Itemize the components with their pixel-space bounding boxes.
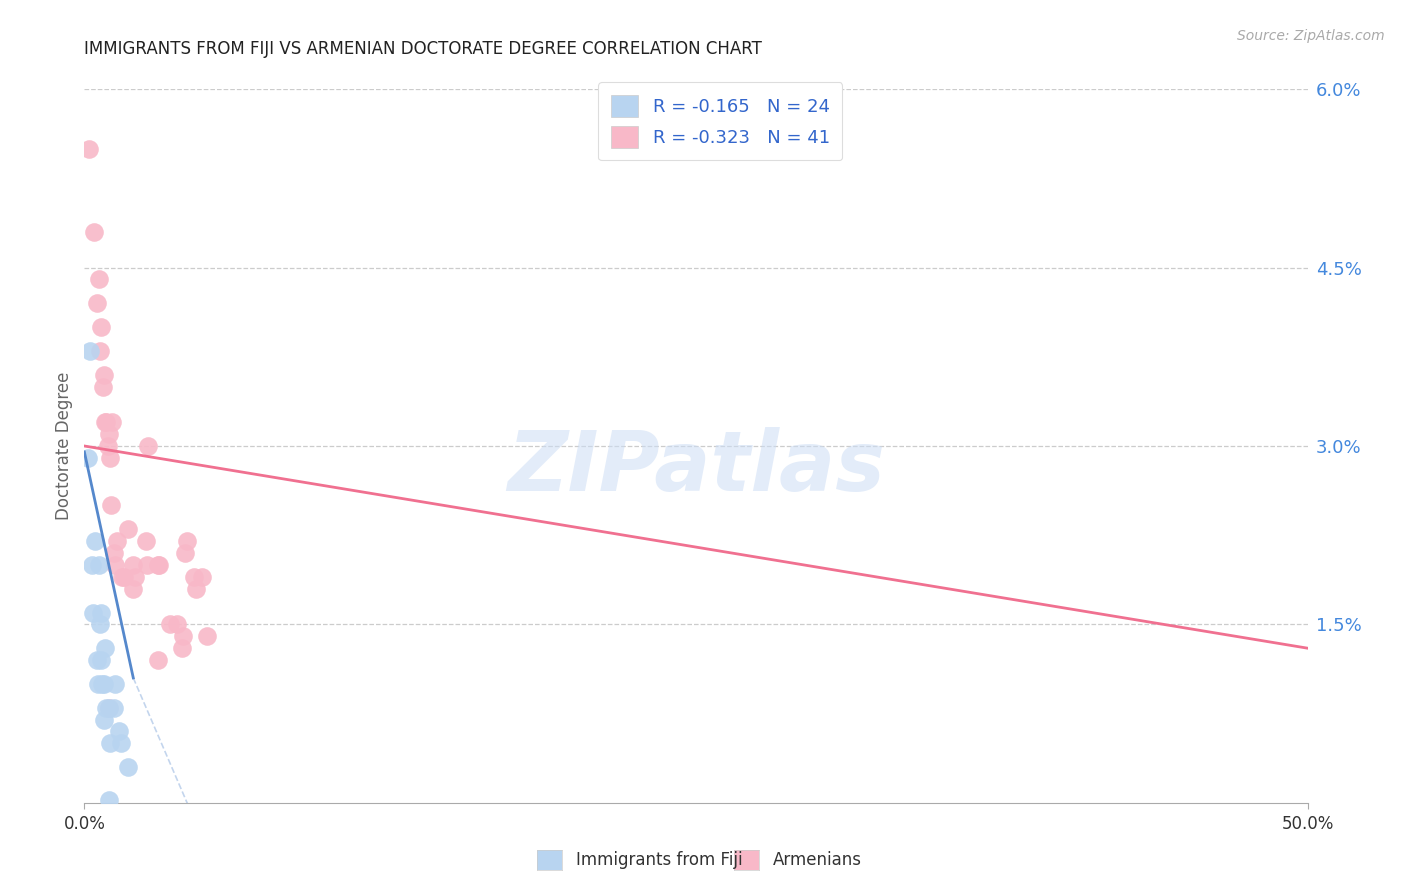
Point: [93, 677, 115, 691]
Text: Armenians: Armenians: [773, 851, 862, 869]
Point: [82, 606, 104, 620]
Point: [183, 570, 205, 584]
Point: [77, 450, 100, 465]
Point: [93, 713, 115, 727]
Point: [100, 499, 122, 513]
Point: [105, 534, 128, 549]
Point: [122, 558, 145, 572]
Point: [112, 570, 135, 584]
Point: [94, 641, 117, 656]
Point: [103, 700, 125, 714]
Point: [87, 272, 110, 286]
Point: [111, 570, 134, 584]
Point: [136, 439, 159, 453]
Point: [117, 522, 139, 536]
Point: [97, 700, 120, 714]
Point: [176, 534, 198, 549]
Point: [124, 570, 146, 584]
Point: [96, 700, 118, 714]
Point: [110, 736, 132, 750]
Legend: R = -0.165   N = 24, R = -0.323   N = 41: R = -0.165 N = 24, R = -0.323 N = 41: [599, 82, 842, 161]
Point: [166, 617, 188, 632]
Point: [77, 142, 100, 156]
Point: [98, 450, 121, 465]
Point: [89, 617, 111, 632]
Point: [195, 629, 218, 643]
Point: [97, 793, 120, 807]
Point: [91, 379, 114, 393]
Point: [93, 368, 115, 382]
Point: [87, 558, 110, 572]
Point: [173, 546, 195, 560]
Text: Source: ZipAtlas.com: Source: ZipAtlas.com: [1237, 29, 1385, 43]
Point: [83, 225, 105, 239]
Point: [146, 558, 169, 572]
Point: [117, 760, 139, 774]
Point: [148, 558, 170, 572]
Point: [84, 534, 107, 549]
Point: [101, 415, 124, 429]
Point: [94, 415, 117, 429]
Point: [86, 653, 108, 667]
Point: [97, 439, 120, 453]
Point: [90, 320, 112, 334]
Point: [97, 427, 120, 442]
Point: [87, 677, 110, 691]
Text: ZIPatlas: ZIPatlas: [508, 427, 884, 508]
Point: [159, 617, 181, 632]
Point: [146, 653, 169, 667]
Point: [90, 606, 112, 620]
Point: [89, 343, 111, 358]
Text: IMMIGRANTS FROM FIJI VS ARMENIAN DOCTORATE DEGREE CORRELATION CHART: IMMIGRANTS FROM FIJI VS ARMENIAN DOCTORA…: [84, 40, 762, 58]
Point: [172, 629, 194, 643]
Point: [97, 700, 120, 714]
Point: [91, 677, 114, 691]
Point: [103, 546, 125, 560]
Point: [135, 534, 157, 549]
Point: [172, 641, 194, 656]
Point: [96, 415, 118, 429]
Point: [86, 296, 108, 310]
Y-axis label: Doctorate Degree: Doctorate Degree: [55, 372, 73, 520]
Point: [107, 724, 129, 739]
Point: [98, 736, 121, 750]
Point: [135, 558, 157, 572]
Point: [104, 558, 127, 572]
Point: [90, 653, 112, 667]
Point: [191, 570, 214, 584]
Text: Immigrants from Fiji: Immigrants from Fiji: [576, 851, 744, 869]
Point: [80, 558, 103, 572]
Point: [122, 582, 145, 596]
Point: [104, 677, 127, 691]
Point: [79, 343, 101, 358]
Point: [184, 582, 207, 596]
